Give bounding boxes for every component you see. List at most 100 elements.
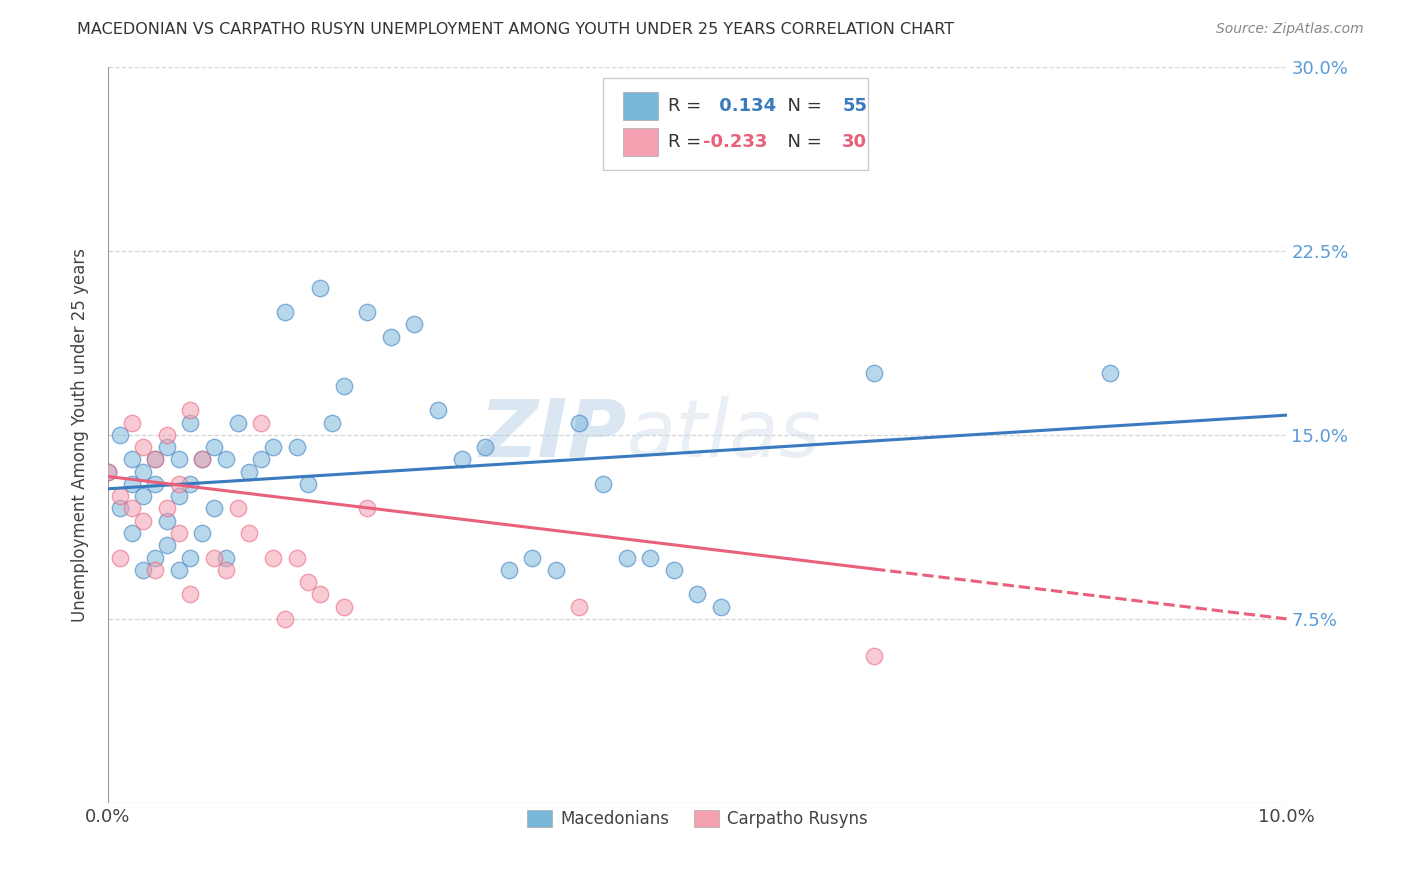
Point: [132, 514, 155, 528]
Point: [522, 550, 544, 565]
Point: [662, 563, 685, 577]
Y-axis label: Unemployment Among Youth under 25 years: Unemployment Among Youth under 25 years: [72, 248, 89, 622]
Text: 0.134: 0.134: [713, 96, 776, 115]
Point: [309, 280, 332, 294]
Point: [179, 403, 201, 417]
Point: [592, 476, 614, 491]
Point: [156, 427, 179, 442]
Bar: [623, 92, 658, 120]
Text: 55: 55: [842, 96, 868, 115]
Point: [380, 329, 402, 343]
Point: [321, 416, 343, 430]
Point: [1098, 367, 1121, 381]
Point: [108, 550, 131, 565]
Point: [179, 550, 201, 565]
Point: [710, 599, 733, 614]
Point: [121, 452, 143, 467]
Point: [97, 465, 120, 479]
Text: -0.233: -0.233: [703, 133, 768, 151]
Point: [285, 440, 308, 454]
Point: [143, 550, 166, 565]
Point: [309, 587, 332, 601]
Point: [202, 501, 225, 516]
Point: [156, 538, 179, 552]
Text: N =: N =: [776, 96, 828, 115]
Point: [132, 440, 155, 454]
Point: [215, 563, 238, 577]
Text: ZIP: ZIP: [479, 396, 627, 474]
Point: [156, 440, 179, 454]
Point: [332, 378, 354, 392]
Point: [427, 403, 450, 417]
Point: [238, 465, 260, 479]
Point: [167, 476, 190, 491]
Point: [262, 550, 284, 565]
Point: [226, 416, 249, 430]
Point: [191, 452, 214, 467]
Point: [156, 514, 179, 528]
Point: [179, 416, 201, 430]
Point: [450, 452, 472, 467]
Point: [156, 501, 179, 516]
Text: R =: R =: [668, 133, 707, 151]
Point: [274, 612, 297, 626]
Point: [250, 416, 273, 430]
Point: [498, 563, 520, 577]
Point: [108, 489, 131, 503]
Point: [121, 501, 143, 516]
Point: [474, 440, 496, 454]
Point: [544, 563, 567, 577]
Point: [132, 563, 155, 577]
Text: Source: ZipAtlas.com: Source: ZipAtlas.com: [1216, 22, 1364, 37]
Point: [356, 305, 378, 319]
Point: [97, 465, 120, 479]
Point: [108, 427, 131, 442]
Point: [143, 452, 166, 467]
Point: [404, 318, 426, 332]
Point: [167, 489, 190, 503]
FancyBboxPatch shape: [603, 78, 868, 169]
Point: [132, 489, 155, 503]
Text: R =: R =: [668, 96, 707, 115]
Point: [143, 563, 166, 577]
Point: [616, 550, 638, 565]
Point: [167, 525, 190, 540]
Point: [285, 550, 308, 565]
Bar: [623, 128, 658, 156]
Point: [191, 452, 214, 467]
Text: MACEDONIAN VS CARPATHO RUSYN UNEMPLOYMENT AMONG YOUTH UNDER 25 YEARS CORRELATION: MACEDONIAN VS CARPATHO RUSYN UNEMPLOYMEN…: [77, 22, 955, 37]
Point: [250, 452, 273, 467]
Point: [215, 550, 238, 565]
Point: [238, 525, 260, 540]
Point: [191, 525, 214, 540]
Point: [274, 305, 297, 319]
Point: [863, 367, 886, 381]
Point: [297, 476, 319, 491]
Point: [686, 587, 709, 601]
Text: atlas: atlas: [627, 396, 821, 474]
Point: [143, 476, 166, 491]
Text: 30: 30: [842, 133, 868, 151]
Point: [262, 440, 284, 454]
Point: [167, 452, 190, 467]
Point: [202, 440, 225, 454]
Point: [167, 563, 190, 577]
Point: [143, 452, 166, 467]
Point: [108, 501, 131, 516]
Point: [297, 575, 319, 590]
Point: [638, 550, 661, 565]
Point: [179, 587, 201, 601]
Text: N =: N =: [776, 133, 828, 151]
Point: [226, 501, 249, 516]
Point: [121, 476, 143, 491]
Point: [121, 416, 143, 430]
Point: [568, 416, 591, 430]
Point: [215, 452, 238, 467]
Legend: Macedonians, Carpatho Rusyns: Macedonians, Carpatho Rusyns: [520, 804, 875, 835]
Point: [121, 525, 143, 540]
Point: [568, 599, 591, 614]
Point: [863, 648, 886, 663]
Point: [332, 599, 354, 614]
Point: [202, 550, 225, 565]
Point: [132, 465, 155, 479]
